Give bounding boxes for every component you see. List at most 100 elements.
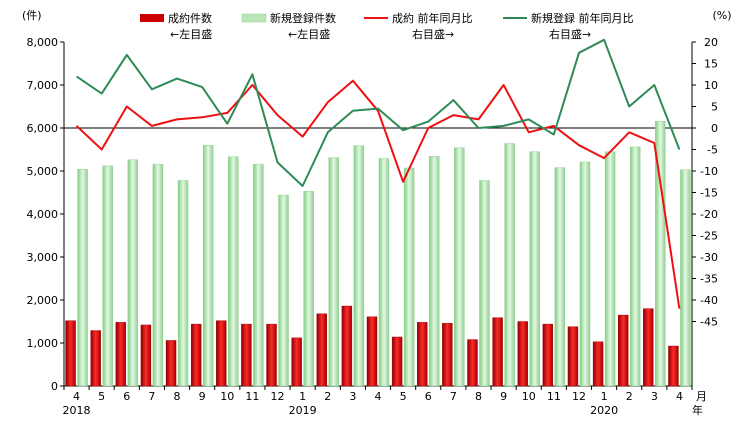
x-tick-label: 1 — [601, 390, 608, 403]
x-tick-label: 2 — [626, 390, 633, 403]
x-tick-label: 3 — [651, 390, 658, 403]
bar-new-registrations — [378, 158, 390, 387]
bar-contracts — [165, 340, 177, 387]
legend-note-contracts: ←左目盛 — [170, 27, 212, 41]
right-tick-label: -40 — [700, 294, 718, 307]
right-tick-label: -10 — [700, 165, 718, 178]
x-tick-label: 5 — [400, 390, 407, 403]
x-tick-label: 9 — [500, 390, 507, 403]
bar-new-registrations — [253, 163, 264, 387]
x-tick-label: 4 — [73, 390, 80, 403]
bar-contracts — [517, 321, 528, 387]
bar-contracts — [190, 323, 202, 387]
right-tick-label: -35 — [700, 273, 718, 286]
left-tick-label: 0 — [51, 380, 58, 393]
legend-label-registrations-yoy: 新規登録 前年同月比 — [531, 11, 634, 25]
bar-new-registrations — [479, 180, 490, 387]
right-tick-label: 10 — [704, 79, 718, 92]
bar-contracts — [241, 323, 252, 387]
x-tick-label: 4 — [676, 390, 683, 403]
bar-contracts — [668, 345, 679, 387]
legend-note-registrations: ←左目盛 — [288, 27, 330, 41]
plot-area: 0 1,000 2,000 3,000 4,000 5,000 6,000 7,000 8,00… — [27, 36, 719, 417]
x-tick-label: 1 — [299, 390, 306, 403]
x-tick-label: 10 — [522, 390, 536, 403]
bar-new-registrations — [529, 151, 540, 387]
x-tick-label: 4 — [375, 390, 382, 403]
bar-new-registrations — [504, 143, 515, 387]
bar-new-registrations — [177, 180, 189, 387]
bar-contracts — [467, 339, 478, 387]
x-tick-label: 5 — [98, 390, 105, 403]
bar-new-registrations — [680, 169, 691, 387]
bar-new-registrations — [127, 159, 139, 387]
year-label: 2020 — [590, 404, 618, 417]
bar-new-registrations — [228, 156, 239, 387]
x-tick-label: 8 — [174, 390, 181, 403]
right-tick-label: -25 — [700, 230, 718, 243]
right-tick-label: -45 — [700, 316, 718, 329]
bar-new-registrations — [554, 167, 566, 387]
left-tick-label: 3,000 — [27, 251, 59, 264]
x-tick-label: 2 — [324, 390, 331, 403]
left-tick-label: 2,000 — [27, 294, 59, 307]
bar-contracts — [341, 305, 353, 387]
bar-new-registrations — [630, 146, 641, 387]
right-tick-label: 15 — [704, 58, 718, 71]
bar-new-registrations — [454, 147, 465, 387]
bar-new-registrations — [152, 163, 164, 387]
bar-contracts — [90, 330, 101, 387]
bar-new-registrations — [579, 161, 591, 387]
right-tick-label: -15 — [700, 187, 718, 200]
bar-contracts — [316, 313, 327, 387]
legend-label-contracts: 成約件数 — [168, 11, 212, 25]
legend-swatch-registrations — [241, 13, 267, 23]
legend-note-contracts-yoy: 右目盛→ — [412, 27, 454, 41]
bar-new-registrations — [303, 191, 314, 387]
bar-new-registrations — [102, 165, 113, 387]
right-tick-label: 0 — [711, 122, 718, 135]
bar-new-registrations — [202, 144, 214, 387]
right-tick-label: 20 — [704, 36, 718, 49]
left-tick-label: 1,000 — [27, 337, 59, 350]
legend: 成約件数 ←左目盛 新規登録件数 ←左目盛 成約 前年同月比 右目盛→ 新規登録… — [140, 11, 634, 41]
x-tick-label: 11 — [547, 390, 561, 403]
legend-note-registrations-yoy: 右目盛→ — [549, 27, 591, 41]
bar-contracts — [618, 314, 629, 387]
bar-contracts — [492, 317, 503, 387]
bar-contracts — [266, 323, 277, 387]
left-tick-label: 5,000 — [27, 165, 59, 178]
bar-new-registrations — [278, 194, 289, 387]
left-tick-label: 7,000 — [27, 79, 59, 92]
bar-new-registrations — [429, 156, 440, 387]
bar-contracts — [216, 320, 227, 387]
bar-contracts — [115, 322, 127, 387]
bar-new-registrations — [353, 145, 365, 387]
bar-contracts — [592, 341, 604, 387]
x-tick-label: 8 — [475, 390, 482, 403]
bar-contracts — [567, 326, 579, 387]
x-tick-label: 7 — [148, 390, 155, 403]
x-tick-label: 12 — [572, 390, 586, 403]
bar-new-registrations — [655, 120, 666, 387]
year-label: 2019 — [289, 404, 317, 417]
bar-new-registrations — [604, 151, 616, 387]
bar-contracts — [417, 322, 428, 387]
x-tick-label: 7 — [450, 390, 457, 403]
x-tick-label: 3 — [349, 390, 356, 403]
right-tick-label: -30 — [700, 251, 718, 264]
right-axis-unit: (%) — [712, 9, 731, 22]
left-tick-label: 6,000 — [27, 122, 59, 135]
left-tick-label: 8,000 — [27, 36, 59, 49]
bar-new-registrations — [403, 167, 415, 387]
legend-swatch-contracts — [140, 14, 164, 22]
x-tick-label: 6 — [123, 390, 130, 403]
bar-contracts — [65, 320, 76, 387]
bar-contracts — [542, 323, 554, 387]
legend-label-registrations: 新規登録件数 — [270, 11, 336, 25]
x-tick-label: 10 — [220, 390, 234, 403]
x-tick-label: 9 — [199, 390, 206, 403]
bar-new-registrations — [77, 169, 88, 387]
year-label: 2018 — [63, 404, 91, 417]
